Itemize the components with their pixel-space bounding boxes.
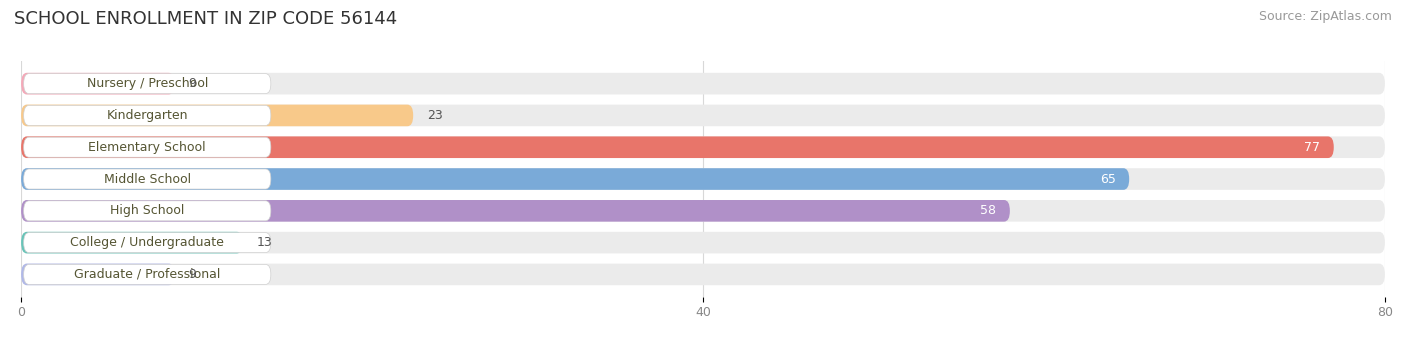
FancyBboxPatch shape: [24, 201, 271, 221]
FancyBboxPatch shape: [21, 73, 174, 94]
Text: Graduate / Professional: Graduate / Professional: [75, 268, 221, 281]
Text: Elementary School: Elementary School: [89, 141, 207, 154]
Text: Nursery / Preschool: Nursery / Preschool: [87, 77, 208, 90]
FancyBboxPatch shape: [24, 264, 271, 284]
Text: 65: 65: [1099, 173, 1115, 186]
Text: SCHOOL ENROLLMENT IN ZIP CODE 56144: SCHOOL ENROLLMENT IN ZIP CODE 56144: [14, 10, 398, 28]
FancyBboxPatch shape: [21, 232, 1385, 253]
FancyBboxPatch shape: [21, 136, 1334, 158]
FancyBboxPatch shape: [21, 105, 1385, 126]
FancyBboxPatch shape: [21, 168, 1385, 190]
FancyBboxPatch shape: [24, 74, 271, 94]
FancyBboxPatch shape: [24, 137, 271, 157]
Text: 77: 77: [1305, 141, 1320, 154]
Text: Middle School: Middle School: [104, 173, 191, 186]
FancyBboxPatch shape: [21, 168, 1129, 190]
Text: 58: 58: [980, 204, 997, 217]
FancyBboxPatch shape: [21, 232, 243, 253]
Text: 13: 13: [256, 236, 273, 249]
FancyBboxPatch shape: [24, 233, 271, 253]
FancyBboxPatch shape: [21, 73, 1385, 94]
Text: 23: 23: [427, 109, 443, 122]
FancyBboxPatch shape: [21, 264, 1385, 285]
Text: Source: ZipAtlas.com: Source: ZipAtlas.com: [1258, 10, 1392, 23]
FancyBboxPatch shape: [21, 264, 174, 285]
FancyBboxPatch shape: [24, 105, 271, 125]
FancyBboxPatch shape: [21, 200, 1010, 222]
FancyBboxPatch shape: [21, 105, 413, 126]
Text: College / Undergraduate: College / Undergraduate: [70, 236, 224, 249]
FancyBboxPatch shape: [21, 136, 1385, 158]
Text: 9: 9: [188, 268, 195, 281]
FancyBboxPatch shape: [24, 169, 271, 189]
Text: Kindergarten: Kindergarten: [107, 109, 188, 122]
Text: High School: High School: [110, 204, 184, 217]
Text: 9: 9: [188, 77, 195, 90]
FancyBboxPatch shape: [21, 200, 1385, 222]
